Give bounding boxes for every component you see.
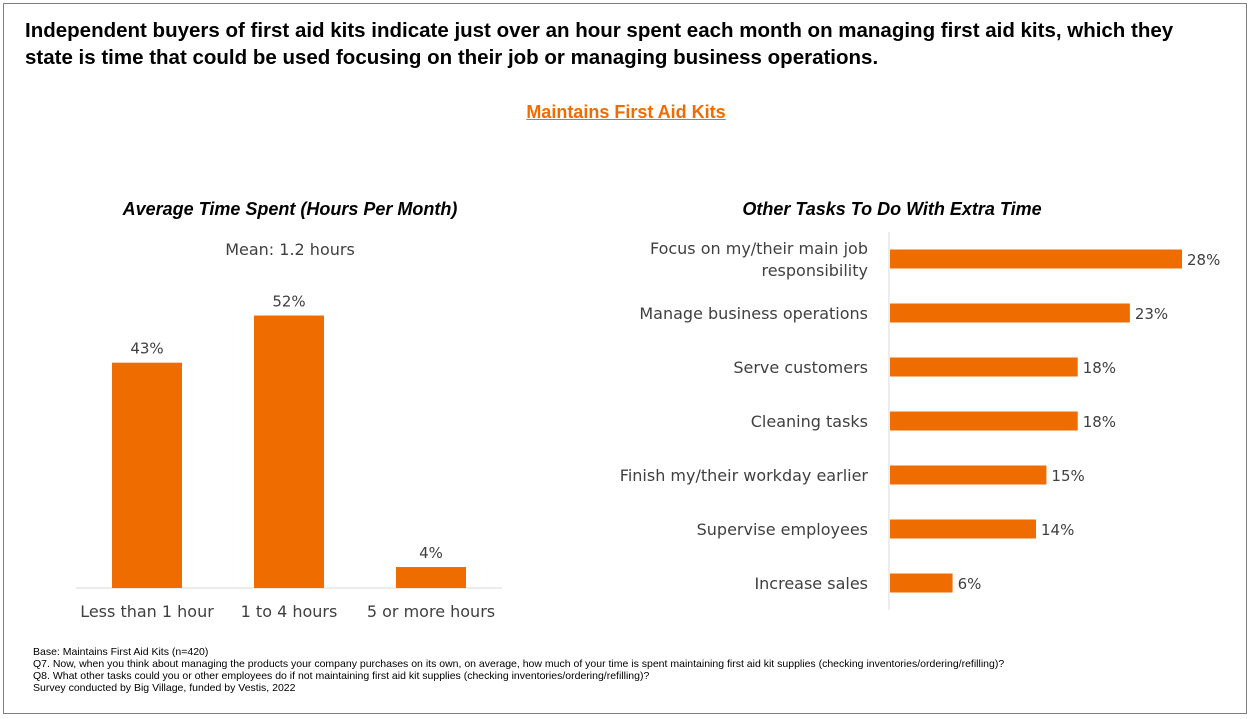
right-category-label: Finish my/their workday earlier	[620, 466, 869, 485]
right-category-label-line: Cleaning tasks	[751, 412, 868, 431]
right-category-label-line: Manage business operations	[639, 304, 868, 323]
right-category-label-line: responsibility	[761, 261, 868, 280]
right-bar-value-label: 15%	[1051, 467, 1084, 485]
footnote-q7: Q7. Now, when you think about managing t…	[33, 658, 1005, 670]
right-category-label: Manage business operations	[639, 304, 868, 323]
left-category-label: 5 or more hours	[367, 602, 495, 621]
right-bar	[890, 573, 953, 593]
right-category-label-line: Finish my/their workday earlier	[620, 466, 869, 485]
section-title: Maintains First Aid Kits	[526, 102, 726, 122]
right-category-label: Supervise employees	[697, 520, 868, 539]
right-bar-value-label: 18%	[1083, 413, 1116, 431]
right-category-label: Increase sales	[754, 574, 868, 593]
left-bar-value-label: 4%	[419, 544, 443, 562]
left-category-label: 1 to 4 hours	[241, 602, 338, 621]
right-chart-title: Other Tasks To Do With Extra Time	[742, 199, 1042, 219]
left-bar	[112, 362, 182, 588]
footnote-source: Survey conducted by Big Village, funded …	[33, 682, 296, 694]
right-bar-value-label: 6%	[958, 575, 982, 593]
mean-annotation: Mean: 1.2 hours	[225, 240, 355, 259]
left-bar-value-label: 52%	[272, 293, 305, 311]
right-bar-value-label: 28%	[1187, 251, 1220, 269]
right-bar	[890, 249, 1182, 269]
footnotes: Base: Maintains First Aid Kits (n=420) Q…	[33, 646, 1004, 694]
left-category-label: Less than 1 hour	[80, 602, 214, 621]
right-bar-value-label: 14%	[1041, 521, 1074, 539]
right-bar-value-label: 23%	[1135, 305, 1168, 323]
right-bar	[890, 465, 1047, 485]
right-category-label: Focus on my/their main job responsibility	[650, 239, 868, 280]
right-bar	[890, 357, 1078, 377]
left-bar	[254, 315, 324, 588]
right-category-label-line: Serve customers	[733, 358, 868, 377]
right-bar	[890, 303, 1130, 323]
left-chart-title: Average Time Spent (Hours Per Month)	[122, 199, 458, 219]
left-bar	[396, 567, 466, 588]
right-bar	[890, 411, 1078, 431]
right-category-label-line: Focus on my/their main job	[650, 239, 868, 258]
right-bar-value-label: 18%	[1083, 359, 1116, 377]
right-category-label-line: Supervise employees	[697, 520, 868, 539]
right-category-label: Cleaning tasks	[751, 412, 868, 431]
footnote-q8: Q8. What other tasks could you or other …	[33, 670, 650, 682]
right-category-label: Serve customers	[733, 358, 868, 377]
footnote-base: Base: Maintains First Aid Kits (n=420)	[33, 646, 209, 658]
slide-frame	[3, 3, 1247, 714]
left-bar-value-label: 43%	[130, 340, 163, 358]
right-bar	[890, 519, 1036, 539]
right-category-label-line: Increase sales	[754, 574, 868, 593]
headline: Independent buyers of first aid kits ind…	[25, 19, 1174, 69]
